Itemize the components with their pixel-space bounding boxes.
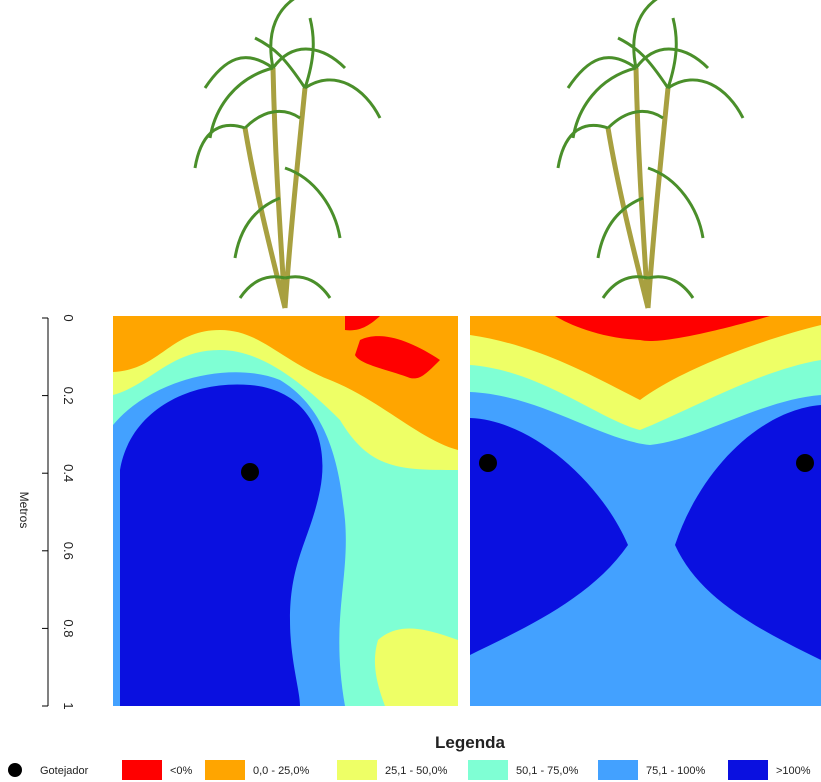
legend-swatch [205,760,245,780]
contour [470,418,628,655]
contour-map [470,316,821,706]
axis-title: Metros [17,492,31,529]
axis-ticks: 0 0.2 0.4 0.6 0.8 1 [42,314,76,710]
tick-label: 0 [61,314,76,321]
legend-swatch [598,760,638,780]
legend-label: 50,1 - 75,0% [516,765,579,777]
contour [345,316,380,331]
dripper [796,454,814,472]
tick-label: 1 [61,702,76,709]
legend-marker [8,763,22,777]
tick-label: 0.6 [61,542,76,560]
contour [555,316,770,341]
contour-map [113,316,458,706]
tick-label: 0.4 [61,464,76,482]
legend-swatch [468,760,508,780]
legend-label: <0% [170,765,193,777]
legend-swatch [728,760,768,780]
legend-swatch [337,760,377,780]
legend-label: 0,0 - 25,0% [253,765,309,777]
contour [374,628,458,706]
plant [558,0,743,308]
legend-label: >100% [776,765,811,777]
contour [675,405,821,660]
dripper [241,463,259,481]
map-panel [113,316,458,706]
legend-label: Gotejador [40,765,89,777]
legend-label: 25,1 - 50,0% [385,765,448,777]
map-panel [470,316,821,706]
tick-label: 0.2 [61,387,76,405]
tick-label: 0.8 [61,619,76,637]
legend-label: 75,1 - 100% [646,765,706,777]
legend-title: Legenda [435,733,505,752]
contour [120,384,323,706]
plant [195,0,380,308]
legend-swatch [122,760,162,780]
dripper [479,454,497,472]
contour [355,336,440,379]
legend: Gotejador <0% 0,0 - 25,0% 25,1 - 50,0% 50,1… [8,760,811,780]
